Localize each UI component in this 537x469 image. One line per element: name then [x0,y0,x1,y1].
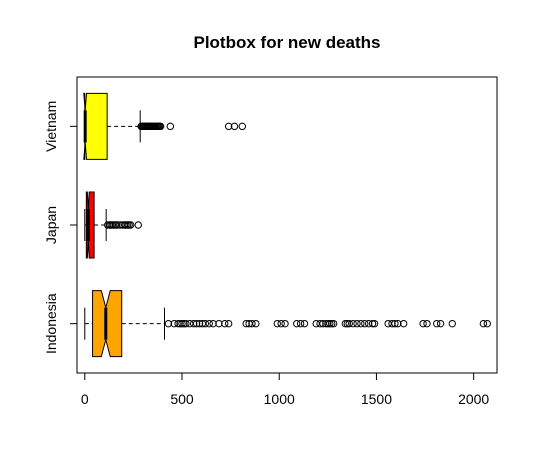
outlier-point [329,319,338,328]
outlier-point [195,319,204,328]
outlier-point [230,122,239,131]
outlier-point [300,319,309,328]
category-label: Vietnam [43,101,59,152]
outlier-point [224,122,233,131]
x-tick-label: 0 [81,391,89,407]
outlier-point [156,122,165,131]
outlier-point [113,221,121,229]
outlier-point [221,319,229,328]
outlier-point [277,319,285,328]
outlier-point [399,319,408,328]
outlier-point [328,319,336,328]
outlier-point [343,319,351,328]
outlier-point [180,319,188,328]
category-label: Indonesia [43,293,59,354]
box-indonesia [84,290,491,358]
outlier-point [209,319,217,328]
outlier-point [341,319,350,328]
outlier-point [252,319,260,328]
outlier-point [388,319,396,328]
outlier-point [238,122,246,131]
outlier-point [164,319,173,328]
outlier-point [433,319,441,328]
outlier-point [357,319,365,328]
outlier-point [419,319,427,328]
outlier-point [483,319,491,328]
outlier-point [349,319,357,328]
outlier-point [224,319,233,328]
outlier-point [189,319,198,328]
outlier-point [316,319,324,328]
outlier-point [296,319,305,328]
outlier-point [134,221,142,229]
outlier-point [242,319,250,328]
outlier-point [170,319,178,328]
outlier-point [364,319,373,328]
outlier-point [322,319,330,328]
outlier-point [192,319,201,328]
x-tick-label: 500 [170,391,194,407]
box-vietnam [83,92,246,160]
x-tick-label: 1000 [264,391,295,407]
chart-title: Plotbox for new deaths [193,33,380,52]
outlier-point [448,319,456,328]
outlier-point [391,319,399,328]
outlier-point [353,319,361,328]
outlier-point [436,319,445,328]
outlier-point [273,319,281,328]
outlier-point [423,319,431,328]
outlier-point [174,319,182,328]
outlier-point [370,319,379,328]
outlier-point [182,319,190,328]
outlier-point [345,319,353,328]
box-body [83,92,108,160]
outlier-point [205,319,213,328]
x-tick-label: 1500 [361,391,392,407]
outlier-point [126,221,135,229]
x-axis: 0 500 1000 1500 2000 [81,372,489,407]
outlier-point [201,319,210,328]
outlier-point [394,319,402,328]
outlier-point [479,319,488,328]
category-label: Japan [43,206,59,244]
box-body [85,191,95,259]
box-japan [84,191,142,259]
boxes: Indonesia Japan Vietnam [43,92,491,358]
outlier-point [326,319,334,328]
outlier-point [293,319,301,328]
outlier-point [361,319,369,328]
outlier-point [215,319,223,328]
outlier-point [178,319,186,328]
outlier-point [248,319,256,328]
x-tick-label: 2000 [458,391,489,407]
outlier-point [176,319,184,328]
outlier-point [324,319,332,328]
outlier-point [166,122,175,131]
outlier-point [368,319,377,328]
outlier-point [281,319,289,328]
